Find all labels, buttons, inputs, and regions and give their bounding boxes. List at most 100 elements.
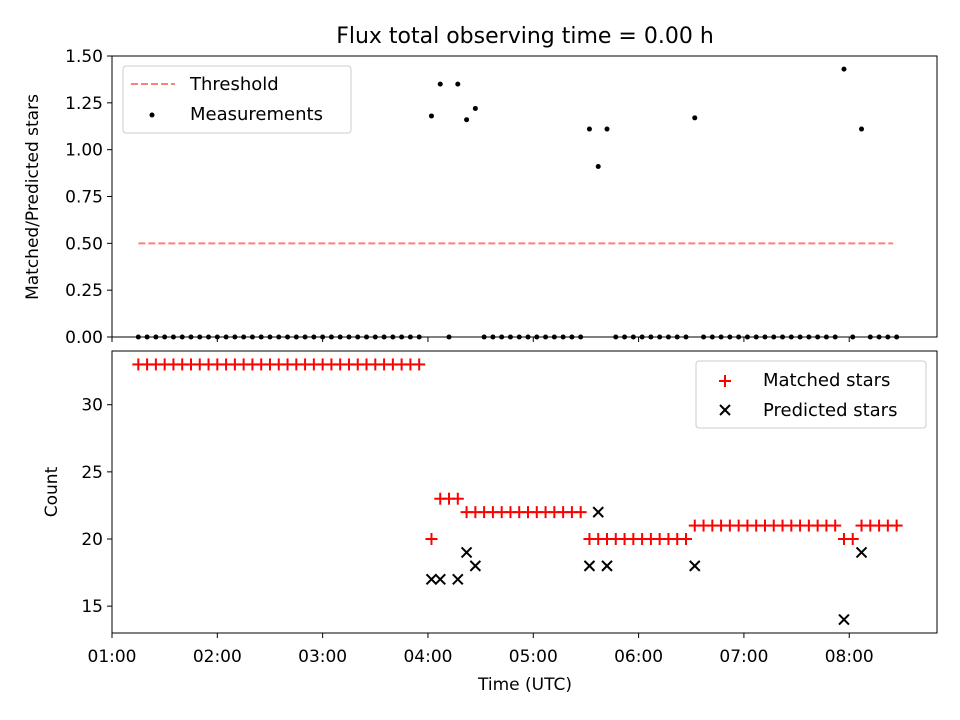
measurement-point bbox=[894, 334, 900, 340]
measurement-point bbox=[179, 334, 185, 340]
measurement-point bbox=[762, 334, 768, 340]
measurement-point bbox=[144, 334, 150, 340]
measurement-point bbox=[285, 334, 291, 340]
measurement-point bbox=[372, 334, 378, 340]
measurement-point bbox=[639, 334, 645, 340]
measurement-point bbox=[578, 334, 584, 340]
measurement-point bbox=[267, 334, 273, 340]
measurement-point bbox=[744, 334, 750, 340]
measurement-point bbox=[683, 334, 689, 340]
predicted-star-point bbox=[601, 560, 613, 572]
top-plot-area bbox=[135, 66, 900, 340]
measurement-point bbox=[622, 334, 628, 340]
x-tick-label: 01:00 bbox=[88, 647, 137, 667]
measurement-point bbox=[771, 334, 777, 340]
measurement-point bbox=[665, 334, 671, 340]
top-y-axis: 0.00 0.25 0.50 0.75 1.00 1.25 1.50 bbox=[65, 47, 112, 348]
top-panel: 0.00 0.25 0.50 0.75 1.00 1.25 1.50 Matched/Pre… bbox=[23, 47, 938, 348]
top-y-tick-label: 0.00 bbox=[65, 328, 103, 348]
measurement-point bbox=[736, 334, 742, 340]
measurement-point bbox=[464, 117, 470, 123]
measurement-point bbox=[701, 334, 707, 340]
measurement-point bbox=[630, 334, 636, 340]
measurement-point bbox=[753, 334, 759, 340]
bottom-y-tick-label: 15 bbox=[81, 597, 103, 617]
measurement-point bbox=[320, 334, 326, 340]
measurement-point bbox=[328, 334, 334, 340]
measurement-point bbox=[832, 334, 838, 340]
predicted-star-point bbox=[689, 560, 701, 572]
x-tick-label: 02:00 bbox=[193, 647, 242, 667]
measurement-point bbox=[276, 334, 282, 340]
measurement-point bbox=[850, 334, 856, 340]
measurement-point bbox=[560, 334, 566, 340]
measurement-point bbox=[390, 334, 396, 340]
bottom-y-tick-label: 30 bbox=[81, 396, 103, 416]
measurement-point bbox=[437, 81, 443, 87]
measurement-point bbox=[692, 115, 698, 121]
measurement-point bbox=[709, 334, 715, 340]
measurement-point bbox=[170, 334, 176, 340]
measurement-point bbox=[472, 105, 478, 111]
bottom-plot-area bbox=[132, 358, 903, 626]
measurement-point bbox=[490, 334, 496, 340]
predicted-star-point bbox=[592, 506, 604, 518]
measurement-point bbox=[516, 334, 522, 340]
top-legend-box bbox=[122, 65, 352, 134]
measurement-point bbox=[153, 334, 159, 340]
bottom-legend: Matched stars Predicted stars bbox=[695, 360, 927, 429]
measurement-point bbox=[525, 334, 531, 340]
measurement-point bbox=[815, 334, 821, 340]
matched-star-point bbox=[679, 533, 692, 545]
measurement-point bbox=[337, 334, 343, 340]
measurement-point bbox=[806, 334, 812, 340]
measurement-point bbox=[446, 334, 452, 340]
x-tick-label: 04:00 bbox=[403, 647, 452, 667]
chart-title: Flux total observing time = 0.00 h bbox=[336, 24, 714, 49]
top-y-axis-label: Matched/Predicted stars bbox=[23, 94, 43, 300]
measurement-point bbox=[364, 334, 370, 340]
matched-star-point bbox=[829, 519, 842, 532]
top-y-tick-label: 0.25 bbox=[65, 281, 103, 301]
measurement-point bbox=[657, 334, 663, 340]
measurement-point bbox=[674, 334, 680, 340]
measurement-point bbox=[302, 334, 308, 340]
threshold-legend-label: Threshold bbox=[189, 74, 279, 95]
measurement-point bbox=[249, 334, 255, 340]
matched-star-point bbox=[846, 533, 859, 545]
measurement-point bbox=[543, 334, 549, 340]
top-y-tick-label: 0.75 bbox=[65, 188, 103, 208]
measurement-point bbox=[551, 334, 557, 340]
x-axis-label: Time (UTC) bbox=[477, 675, 572, 695]
measurement-point bbox=[780, 334, 786, 340]
measurement-point bbox=[355, 334, 361, 340]
x-tick-label: 08:00 bbox=[825, 647, 874, 667]
measurement-point bbox=[232, 334, 238, 340]
predicted-star-point bbox=[425, 573, 438, 585]
top-y-tick-label: 1.25 bbox=[65, 94, 103, 114]
measurement-point bbox=[135, 334, 141, 340]
measurement-point bbox=[859, 126, 865, 132]
measurement-point bbox=[241, 334, 247, 340]
bottom-x-axis: 01:00 02:00 03:00 04:00 05:00 06:00 07:00 08:00 bbox=[88, 633, 874, 667]
measurement-point bbox=[586, 126, 592, 132]
measurement-point bbox=[876, 334, 882, 340]
measurement-point bbox=[718, 334, 724, 340]
predicted-star-point bbox=[460, 546, 473, 559]
matched-star-point bbox=[451, 492, 464, 505]
matched-star-point bbox=[425, 533, 438, 545]
bottom-y-axis-label: Count bbox=[42, 466, 62, 517]
predicted-legend-marker bbox=[719, 404, 731, 416]
bottom-legend-box bbox=[695, 360, 927, 429]
measurements-legend-marker bbox=[149, 112, 155, 118]
measurement-point bbox=[428, 113, 434, 119]
measurement-point bbox=[407, 334, 413, 340]
matched-star-point bbox=[890, 519, 903, 532]
measurement-point bbox=[381, 334, 387, 340]
measurement-point bbox=[727, 334, 733, 340]
predicted-star-point bbox=[434, 573, 446, 585]
measurement-point bbox=[841, 66, 847, 72]
measurement-point bbox=[399, 334, 405, 340]
measurement-point bbox=[885, 334, 891, 340]
